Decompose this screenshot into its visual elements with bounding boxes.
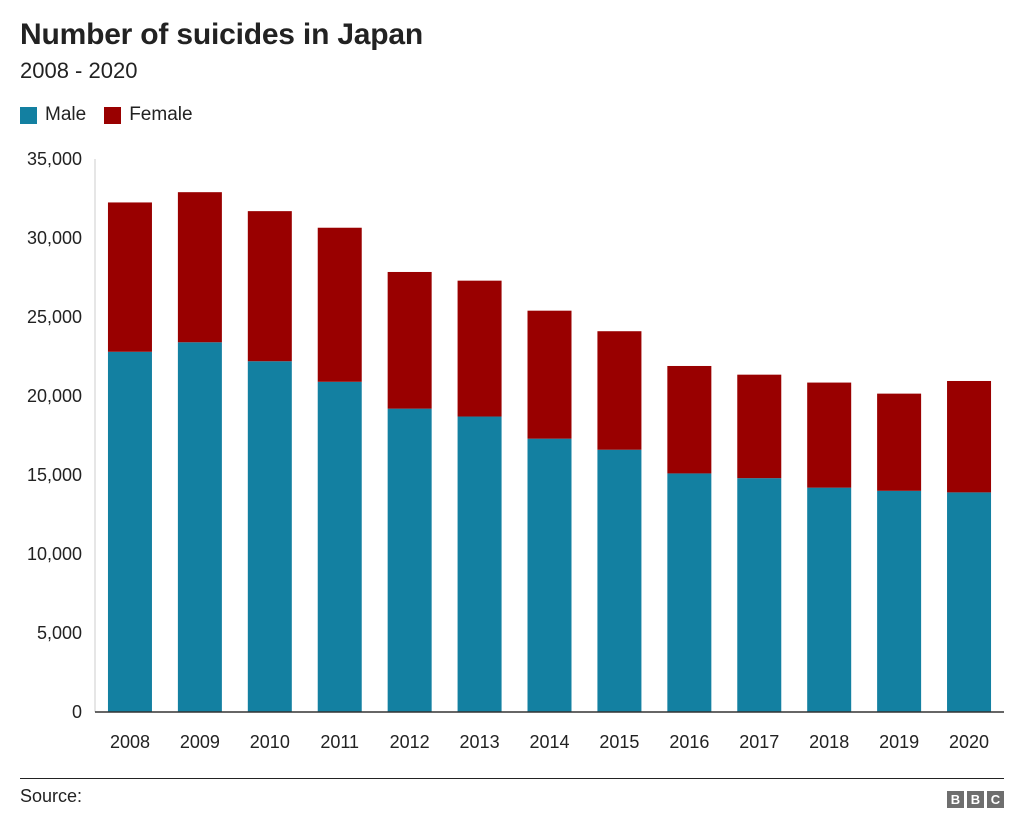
y-tick-label: 15,000: [27, 465, 82, 485]
bar-female-2013: [457, 280, 502, 417]
x-tick-label: 2010: [250, 732, 290, 752]
bbc-logo-letter: B: [947, 791, 964, 808]
source-label: Source:: [20, 786, 83, 806]
x-tick-label: 2014: [529, 732, 569, 752]
y-tick-label: 0: [72, 702, 82, 722]
y-tick-label: 20,000: [27, 386, 82, 406]
y-tick-label: 35,000: [27, 149, 82, 169]
bar-male-2017: [737, 478, 782, 712]
y-tick-label: 5,000: [37, 623, 82, 643]
bar-female-2019: [877, 393, 922, 491]
x-tick-label: 2009: [180, 732, 220, 752]
x-tick-label: 2015: [599, 732, 639, 752]
bar-male-2014: [527, 438, 572, 712]
chart-legend: Male Female: [20, 104, 211, 126]
bbc-logo-letter: B: [967, 791, 984, 808]
bbc-logo-letter: C: [987, 791, 1004, 808]
bar-male-2009: [177, 342, 222, 712]
footer-divider: [20, 778, 1004, 779]
bar-male-2008: [107, 351, 152, 712]
x-tick-label: 2020: [949, 732, 989, 752]
x-tick-label: 2018: [809, 732, 849, 752]
bar-female-2008: [107, 202, 152, 352]
bar-female-2012: [387, 271, 432, 409]
legend-swatch-male: [20, 106, 37, 124]
bar-female-2017: [737, 374, 782, 479]
x-tick-label: 2019: [879, 732, 919, 752]
bar-male-2013: [457, 416, 502, 712]
bar-male-2015: [597, 449, 642, 712]
legend-item-male: Male: [20, 104, 86, 126]
bar-male-2011: [317, 381, 362, 712]
legend-label-female: Female: [129, 104, 193, 125]
x-tick-label: 2008: [110, 732, 150, 752]
bar-male-2016: [667, 473, 712, 712]
legend-label-male: Male: [45, 104, 87, 125]
x-tick-label: 2012: [390, 732, 430, 752]
bar-female-2015: [597, 331, 642, 450]
chart-subtitle: 2008 - 2020: [20, 58, 138, 83]
bar-female-2020: [947, 380, 992, 493]
legend-swatch-female: [104, 106, 122, 124]
x-tick-label: 2017: [739, 732, 779, 752]
chart-title: Number of suicides in Japan: [20, 18, 424, 51]
bar-male-2020: [947, 492, 992, 712]
bar-female-2010: [247, 211, 292, 362]
y-tick-label: 10,000: [27, 544, 82, 564]
bar-female-2014: [527, 310, 572, 439]
bar-female-2018: [807, 382, 852, 488]
bar-female-2009: [177, 192, 222, 343]
bar-female-2011: [317, 227, 362, 382]
bar-male-2010: [247, 361, 292, 712]
bar-male-2018: [807, 487, 852, 712]
y-tick-label: 30,000: [27, 228, 82, 248]
bar-female-2016: [667, 365, 712, 474]
y-tick-label: 25,000: [27, 307, 82, 327]
legend-item-female: Female: [104, 104, 193, 126]
bbc-logo: B B C: [944, 791, 1004, 808]
bar-male-2019: [877, 490, 922, 712]
bar-male-2012: [387, 408, 432, 712]
x-tick-label: 2011: [320, 732, 359, 752]
x-tick-label: 2013: [460, 732, 500, 752]
x-tick-label: 2016: [669, 732, 709, 752]
